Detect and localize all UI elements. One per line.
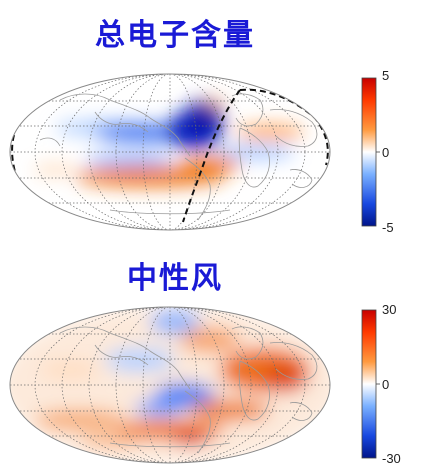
colorbar-1 — [361, 77, 377, 227]
colorbar-2 — [361, 309, 377, 459]
panel-1-title: 总电子含量 — [95, 18, 255, 53]
colorbar-2-min-label: -30 — [382, 451, 401, 466]
map-panel-2 — [9, 306, 331, 464]
colorbar-2-max-label: 30 — [382, 302, 397, 317]
coastlines — [39, 93, 318, 221]
map-outline-2 — [9, 306, 331, 464]
colorbar-1-min-label: -5 — [382, 220, 394, 235]
map-outline-1 — [9, 73, 331, 231]
map-panel-1 — [9, 73, 331, 231]
colorbar-1-max-label: 5 — [382, 68, 390, 83]
panel-2-title: 中性风 — [127, 261, 223, 296]
colorbar-1-mid-label: 0 — [382, 145, 390, 160]
tec-anomaly-field — [33, 97, 305, 187]
terminator-line — [182, 89, 241, 223]
colorbar-2-mid-label: 0 — [382, 377, 390, 392]
